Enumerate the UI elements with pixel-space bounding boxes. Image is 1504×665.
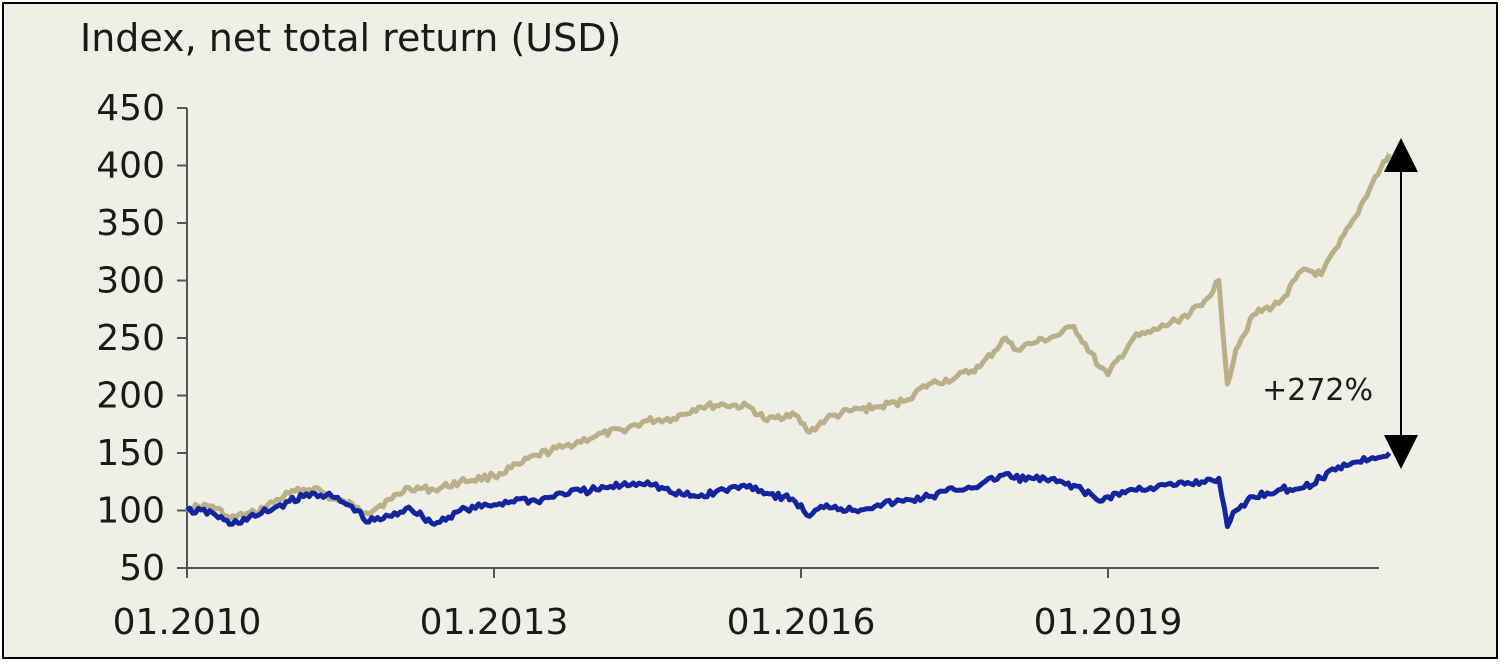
- x-tick-label: 01.2010: [113, 602, 262, 643]
- x-tick-label: 01.2019: [1034, 602, 1183, 643]
- upper-index-line: [185, 152, 1392, 521]
- annotation-arrow-down: [1384, 435, 1418, 469]
- lower-index-line: [185, 451, 1392, 530]
- y-ticks: 50 100 150 200 250 300 350 400 450: [96, 88, 187, 589]
- x-ticks: 01.2010 01.2013 01.2016 01.2019: [113, 568, 1183, 643]
- annotation-arrow-up: [1384, 138, 1418, 172]
- growth-annotation: +272%: [1262, 138, 1418, 469]
- x-tick-label: 01.2013: [420, 602, 569, 643]
- x-tick-label: 01.2016: [727, 602, 876, 643]
- y-tick-label: 300: [96, 261, 165, 302]
- y-tick-label: 150: [96, 433, 165, 474]
- y-tick-label: 50: [119, 548, 165, 589]
- annotation-label: +272%: [1262, 373, 1373, 408]
- y-tick-label: 100: [96, 491, 165, 532]
- y-tick-label: 400: [96, 146, 165, 187]
- y-tick-label: 350: [96, 203, 165, 244]
- series-lines: [185, 152, 1392, 530]
- y-tick-label: 200: [96, 376, 165, 417]
- chart-title: Index, net total return (USD): [80, 16, 622, 60]
- y-tick-label: 250: [96, 318, 165, 359]
- y-tick-label: 450: [96, 88, 165, 129]
